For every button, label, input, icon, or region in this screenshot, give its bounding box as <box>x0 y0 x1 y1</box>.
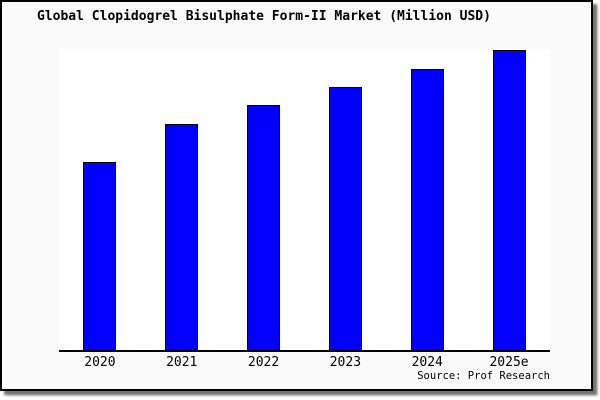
x-tick-label-2025e: 2025e <box>489 355 529 370</box>
chart-title: Global Clopidogrel Bisulphate Form-II Ma… <box>37 9 491 24</box>
source-label: Source: Prof Research <box>417 370 550 382</box>
chart-frame: Global Clopidogrel Bisulphate Form-II Ma… <box>0 0 593 391</box>
x-tick-label-2021: 2021 <box>166 355 198 370</box>
bar-slot-2022 <box>223 49 305 350</box>
bar-slot-2025e <box>468 49 550 350</box>
bars-row <box>59 49 550 350</box>
bar-slot-2023 <box>304 49 386 350</box>
bar-slot-2024 <box>386 49 468 350</box>
x-tick-label-2024: 2024 <box>411 355 443 370</box>
x-tick-label-2022: 2022 <box>247 355 280 370</box>
bar-slot-2021 <box>141 49 223 350</box>
bar-2021 <box>165 124 199 350</box>
bar-2025e <box>492 49 526 350</box>
bar-2022 <box>247 105 281 350</box>
bar-2020 <box>83 161 117 350</box>
x-tick-label-2023: 2023 <box>329 355 362 370</box>
bar-2023 <box>328 86 362 350</box>
plot-area <box>59 49 550 352</box>
bar-2024 <box>410 68 444 350</box>
x-tick-label-2020: 2020 <box>84 355 116 370</box>
bar-slot-2020 <box>59 49 141 350</box>
x-axis-labels: 2020 2021 2022 2023 2024 2025e <box>59 355 550 370</box>
